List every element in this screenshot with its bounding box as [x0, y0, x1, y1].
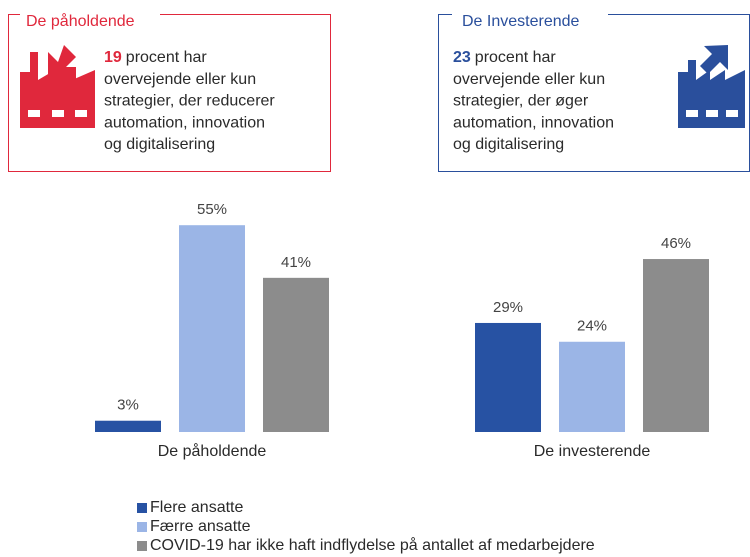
box-text: 23 procent har	[453, 49, 556, 66]
legend-label: Færre ansatte	[150, 518, 251, 535]
box-line: procent har	[475, 49, 557, 66]
bar	[475, 322, 541, 432]
box-text: automation, innovation	[453, 114, 614, 131]
bar	[263, 277, 329, 432]
box-line: procent har	[126, 49, 208, 66]
legend-swatch	[137, 522, 147, 532]
factory-icon	[678, 45, 745, 128]
bar	[95, 420, 161, 432]
value-label: 3%	[117, 397, 139, 414]
box-text: strategier, der øger	[453, 93, 589, 110]
category-label: De påholdende	[158, 442, 267, 460]
box-text: automation, innovation	[104, 114, 265, 131]
bar	[179, 225, 245, 432]
box-text: overvejende eller kun	[104, 71, 256, 88]
value-label: 55%	[197, 201, 227, 218]
highlight: 23	[453, 49, 471, 66]
box-text: strategier, der reducerer	[104, 93, 275, 110]
legend-swatch	[137, 541, 147, 551]
title-gap	[20, 8, 160, 22]
value-label: 41%	[281, 254, 311, 271]
box-text: og digitalisering	[453, 136, 564, 153]
box-border	[8, 14, 331, 172]
legend-label: Flere ansatte	[150, 499, 243, 516]
highlight: 19	[104, 49, 122, 66]
bar	[643, 259, 709, 432]
box-text: og digitalisering	[104, 136, 215, 153]
factory-icon	[20, 45, 95, 128]
box-title: De Investerende	[462, 13, 580, 30]
category-label: De investerende	[534, 443, 651, 460]
legend-swatch	[137, 503, 147, 513]
value-label: 29%	[493, 299, 523, 316]
box-text: 19 procent har	[104, 49, 207, 66]
value-label: 24%	[577, 318, 607, 335]
legend-label: COVID-19 har ikke haft indflydelse på an…	[150, 536, 595, 554]
box-text: overvejende eller kun	[453, 71, 605, 88]
bar	[559, 341, 625, 432]
value-label: 46%	[661, 235, 691, 252]
box-title: De påholdende	[26, 12, 135, 30]
